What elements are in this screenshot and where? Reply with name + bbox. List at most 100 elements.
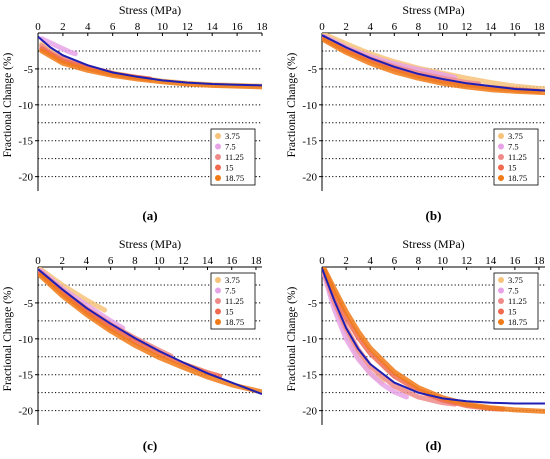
legend-marker	[498, 154, 504, 160]
x-tick-label: 18	[533, 21, 545, 33]
x-tick-label: 10	[437, 21, 449, 33]
x-tick-label: 14	[202, 255, 214, 267]
chart-panel-4: 0 2 4 6 8 10 12 14 16 18 -5 -10 -15 -20 Stress (MPa) Fr…	[286, 237, 545, 453]
legend-marker	[215, 154, 221, 160]
legend-marker	[215, 164, 221, 171]
series-line-7-5	[38, 268, 126, 331]
legend-marker	[498, 287, 504, 294]
x-tick-label: 4	[84, 255, 90, 267]
panel-label: (d)	[426, 438, 442, 453]
y-tick-label: -10	[18, 334, 33, 346]
x-tick-label: 14	[485, 255, 497, 267]
y-tick-label: -20	[302, 406, 317, 418]
legend-marker	[215, 319, 221, 325]
legend-marker	[498, 175, 504, 181]
legend-marker	[498, 164, 504, 171]
series-line-18-75	[39, 48, 262, 90]
y-axis-title: Fractional Change (%)	[286, 52, 298, 157]
fit-line	[38, 268, 262, 396]
legend-entry: 7.5	[225, 286, 236, 296]
x-tick-label: 14	[207, 21, 219, 33]
y-tick-label: -15	[18, 136, 33, 148]
x-tick-label: 16	[509, 255, 521, 267]
y-tick-label: -5	[24, 64, 34, 76]
legend-marker	[498, 319, 504, 325]
legend-entry: 7.5	[508, 142, 519, 152]
data-area	[38, 267, 262, 396]
x-tick-label: 4	[85, 21, 91, 33]
legend-entry: 18.75	[508, 173, 527, 183]
x-axis-title: Stress (MPa)	[402, 237, 464, 251]
y-tick-label: -15	[302, 370, 317, 382]
y-tick-label: -10	[302, 100, 317, 112]
x-tick-label: 10	[437, 255, 449, 267]
x-tick-label: 8	[135, 21, 141, 33]
legend-entry: 18.75	[508, 317, 527, 327]
x-tick-label: 2	[343, 255, 349, 267]
y-tick-label: -5	[308, 64, 318, 76]
x-tick-label: 8	[132, 255, 138, 267]
x-tick-label: 0	[319, 21, 325, 33]
legend-entry: 11.25	[508, 152, 527, 162]
x-tick-label: 4	[367, 21, 373, 33]
legend-entry: 3.75	[508, 131, 523, 141]
y-axis-title: Fractional Change (%)	[2, 286, 14, 391]
x-tick-label: 0	[35, 21, 41, 33]
x-tick-label: 12	[178, 255, 189, 267]
y-tick-label: -5	[308, 298, 318, 310]
legend-entry: 11.25	[508, 296, 527, 306]
legend-marker	[215, 133, 221, 139]
x-tick-label: 4	[367, 255, 373, 267]
y-tick-label: -10	[302, 334, 317, 346]
legend-entry: 15	[225, 163, 234, 173]
x-tick-label: 10	[157, 21, 169, 33]
x-tick-label: 16	[232, 21, 244, 33]
x-tick-label: 6	[108, 255, 114, 267]
x-tick-label: 18	[533, 255, 545, 267]
data-area	[322, 267, 545, 414]
legend-entry: 11.25	[225, 296, 244, 306]
legend-marker	[215, 287, 221, 294]
data-area	[322, 33, 545, 96]
fit-line	[38, 35, 262, 87]
x-axis-title: Stress (MPa)	[119, 237, 181, 251]
chart-panel-2: 0 2 4 6 8 10 12 14 16 18 -5 -10 -15 -20 Stress (MPa) Fr…	[286, 3, 545, 223]
legend-entry: 11.25	[225, 152, 244, 162]
legend-marker	[215, 143, 221, 150]
series-line-18-75	[322, 267, 545, 414]
legend-marker	[498, 308, 504, 315]
series-line-7-5	[322, 273, 409, 400]
legend-entry: 18.75	[225, 317, 244, 327]
x-tick-label: 14	[485, 21, 497, 33]
legend-marker	[215, 298, 221, 304]
y-tick-label: -15	[18, 370, 33, 382]
legend-entry: 3.75	[225, 275, 240, 285]
panel-label: (a)	[142, 208, 157, 223]
x-tick-label: 18	[250, 255, 262, 267]
x-axis-title: Stress (MPa)	[119, 3, 181, 17]
x-tick-label: 2	[60, 21, 66, 33]
x-tick-label: 12	[182, 21, 193, 33]
x-tick-label: 10	[154, 255, 166, 267]
legend-entry: 7.5	[225, 142, 236, 152]
x-tick-label: 6	[392, 21, 398, 33]
x-axis-title: Stress (MPa)	[402, 3, 464, 17]
x-tick-label: 0	[35, 255, 41, 267]
legend-entry: 3.75	[225, 131, 240, 141]
legend-marker	[498, 277, 504, 283]
x-tick-label: 12	[461, 255, 472, 267]
legend-entry: 15	[508, 307, 517, 317]
series-line-18-75	[322, 37, 545, 96]
data-area	[38, 35, 262, 90]
x-tick-label: 8	[416, 255, 422, 267]
x-tick-label: 18	[257, 21, 269, 33]
y-axis-title: Fractional Change (%)	[2, 52, 14, 157]
panel-label: (b)	[426, 208, 442, 223]
fit-line	[322, 268, 545, 405]
x-tick-label: 6	[110, 21, 116, 33]
fit-line	[322, 34, 545, 92]
